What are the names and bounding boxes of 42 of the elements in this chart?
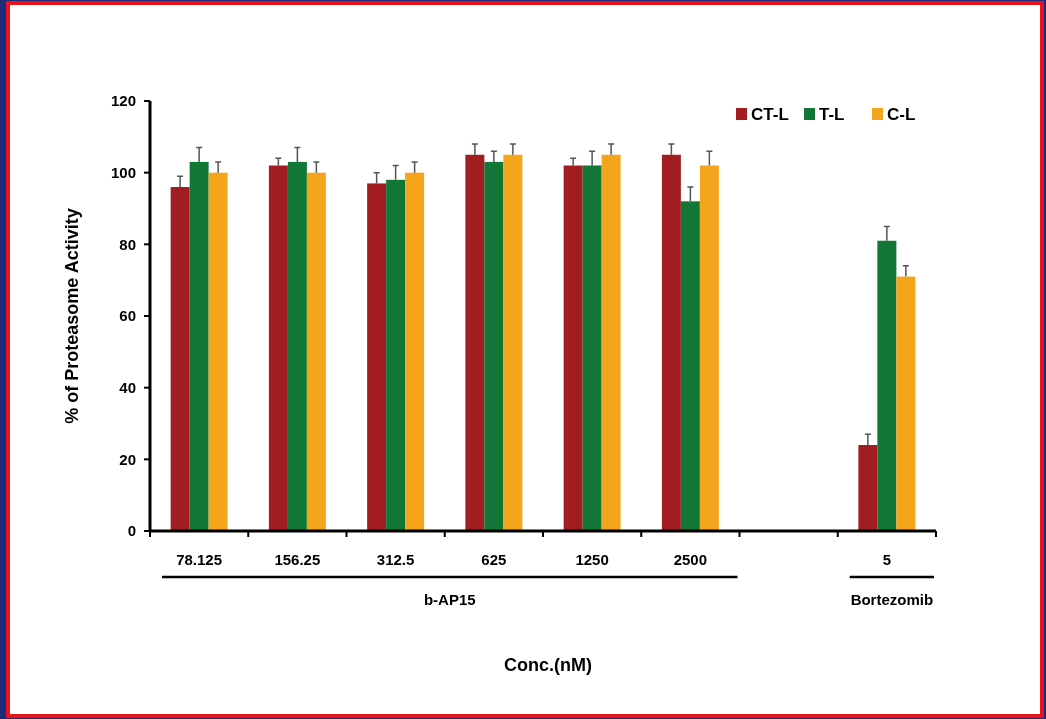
x-tick-label: 1250 — [575, 551, 609, 568]
y-tick-label: 100 — [110, 163, 136, 181]
text: b-AP15 — [423, 591, 476, 608]
x-tick-label: 625 — [481, 551, 507, 568]
bar — [484, 161, 504, 531]
y-tick-label: 40 — [119, 378, 136, 396]
bar — [465, 154, 485, 531]
legend-label: CT-L — [751, 104, 789, 124]
bar — [661, 154, 681, 531]
bar — [189, 161, 209, 531]
legend-label: T-L — [819, 104, 845, 124]
y-tick-label: 120 — [110, 92, 136, 110]
bar — [858, 445, 878, 531]
x-tick-label: 78.125 — [176, 551, 223, 568]
x-tick-label: 156.25 — [274, 551, 321, 568]
bar — [699, 165, 719, 531]
x-tick-label: 312.5 — [376, 551, 415, 568]
y-tick-label: 0 — [127, 522, 136, 540]
legend-label: C-L — [887, 104, 916, 124]
bar — [896, 276, 916, 531]
bar — [287, 161, 307, 531]
bar — [208, 172, 228, 531]
y-axis-title: % of Proteasome Activity — [62, 208, 82, 424]
text: Bortezomib — [850, 591, 934, 608]
bar — [367, 183, 387, 531]
bar — [680, 201, 700, 531]
y-tick-label: 80 — [119, 235, 136, 253]
bar — [503, 154, 523, 531]
y-tick-label: 20 — [119, 450, 136, 468]
x-tick-label: 5 — [882, 551, 892, 568]
y-tick-label: 60 — [119, 307, 136, 325]
x-tick-label: 2500 — [673, 551, 708, 568]
x-axis-title: Conc.(nM) — [504, 655, 592, 675]
bar — [601, 154, 621, 531]
bar — [563, 165, 583, 531]
bar — [170, 187, 190, 531]
bar — [405, 172, 425, 531]
bar — [268, 165, 288, 531]
bar — [306, 172, 326, 531]
bar — [386, 179, 406, 531]
bar — [582, 165, 602, 531]
bar — [877, 240, 897, 531]
